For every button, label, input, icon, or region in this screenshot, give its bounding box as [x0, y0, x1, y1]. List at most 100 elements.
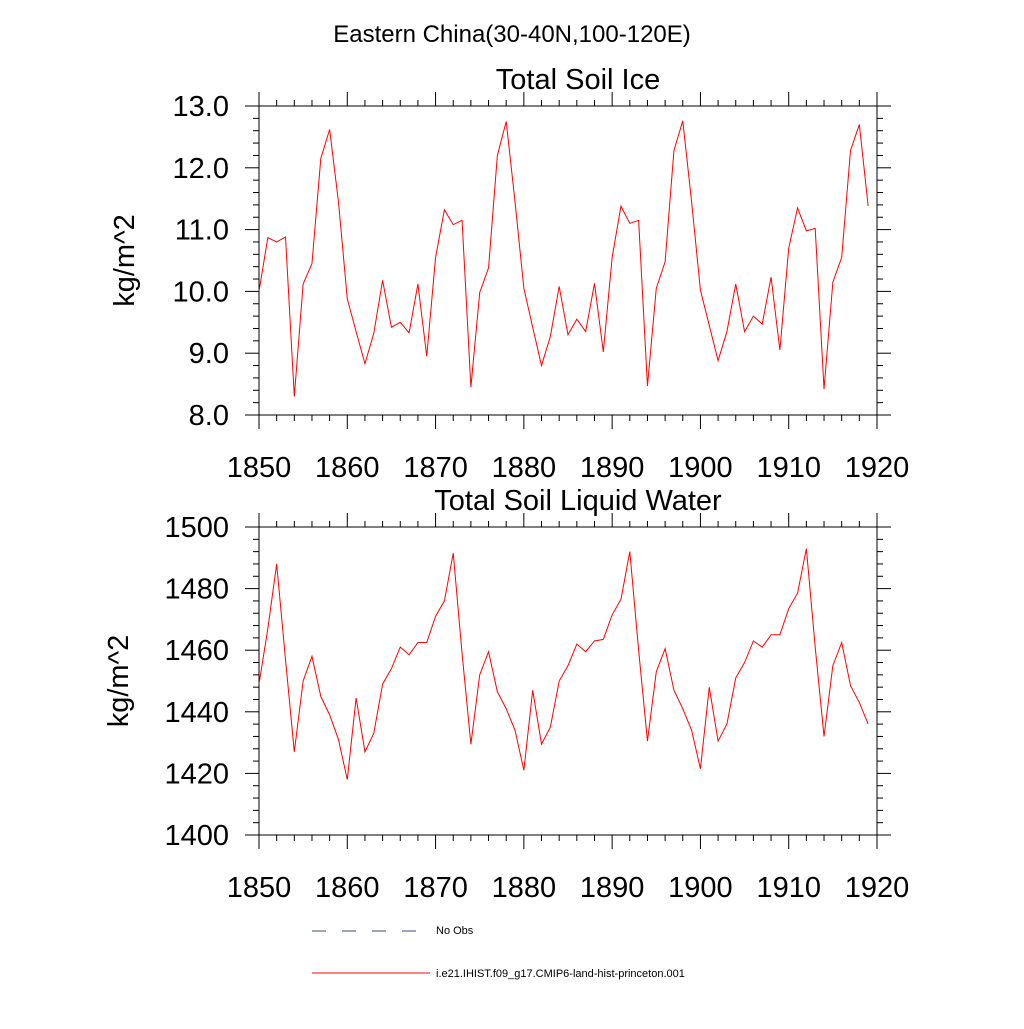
x-tick-label-ice: 1850 [227, 452, 292, 484]
data-point-liquid [576, 643, 577, 644]
x-tick-label-ice: 1880 [492, 452, 557, 484]
data-point-liquid [762, 647, 763, 648]
data-point-liquid [647, 740, 648, 741]
data-point-liquid [744, 662, 745, 663]
data-point-liquid [779, 634, 780, 635]
x-tick-label-ice: 1910 [756, 452, 821, 484]
y-tick-label-liquid: 1420 [164, 758, 229, 790]
y-tick-label-ice: 13.0 [173, 91, 229, 123]
data-point-ice [435, 257, 436, 258]
legend: No Obs i.e21.IHIST.f09_g17.CMIP6-land-hi… [312, 925, 685, 980]
legend-label-model: i.e21.IHIST.f09_g17.CMIP6-land-hist-prin… [436, 968, 685, 980]
data-point-ice [823, 388, 824, 389]
data-point-ice [585, 331, 586, 332]
data-point-ice [620, 206, 621, 207]
data-point-liquid [797, 593, 798, 594]
data-point-liquid [294, 751, 295, 752]
data-point-ice [364, 363, 365, 364]
data-point-liquid [303, 680, 304, 681]
data-point-liquid [682, 708, 683, 709]
x-tick-label-liquid: 1920 [845, 872, 910, 904]
data-point-liquid [841, 642, 842, 643]
data-point-ice [461, 220, 462, 221]
data-point-liquid [514, 730, 515, 731]
data-point-liquid [770, 634, 771, 635]
data-point-ice [497, 155, 498, 156]
data-point-liquid [311, 656, 312, 657]
y-tick-label-liquid: 1440 [164, 697, 229, 729]
data-point-ice [700, 290, 701, 291]
data-point-ice [753, 316, 754, 317]
data-point-ice [541, 365, 542, 366]
y-axis-title-ice: kg/m^2 [109, 214, 141, 307]
data-point-liquid [285, 659, 286, 660]
data-point-ice [735, 283, 736, 284]
data-point-liquid [788, 608, 789, 609]
data-point-ice [479, 292, 480, 293]
data-point-ice [629, 223, 630, 224]
data-point-ice [408, 332, 409, 333]
x-tick-label-liquid: 1890 [580, 872, 645, 904]
data-point-liquid [400, 647, 401, 648]
data-point-ice [400, 322, 401, 323]
data-point-liquid [426, 642, 427, 643]
data-point-ice [770, 277, 771, 278]
data-point-liquid [726, 724, 727, 725]
data-point-ice [320, 158, 321, 159]
data-point-ice [576, 319, 577, 320]
data-point-liquid [585, 651, 586, 652]
data-point-ice [868, 206, 869, 207]
data-point-ice [453, 224, 454, 225]
data-point-liquid [620, 599, 621, 600]
data-point-ice [832, 282, 833, 283]
x-tick-label-liquid: 1860 [315, 872, 380, 904]
y-tick-label-ice: 8.0 [189, 400, 229, 432]
data-point-liquid [320, 696, 321, 697]
data-point-liquid [329, 714, 330, 715]
data-point-liquid [373, 733, 374, 734]
data-point-liquid [532, 690, 533, 691]
series-line-liquid [258, 548, 869, 780]
data-point-liquid [656, 671, 657, 672]
x-tick-label-ice: 1900 [668, 452, 733, 484]
data-point-ice [717, 360, 718, 361]
data-point-liquid [541, 744, 542, 745]
data-point-ice [506, 121, 507, 122]
data-point-ice [470, 387, 471, 388]
data-point-ice [762, 324, 763, 325]
data-point-liquid [453, 553, 454, 554]
data-point-ice [744, 331, 745, 332]
data-point-liquid [567, 665, 568, 666]
data-point-ice [859, 124, 860, 125]
data-point-ice [523, 288, 524, 289]
data-point-liquid [276, 563, 277, 564]
data-point-ice [850, 150, 851, 151]
data-point-ice [294, 396, 295, 397]
panel-title-ice: Total Soil Ice [496, 64, 660, 96]
data-point-liquid [417, 642, 418, 643]
data-point-liquid [488, 651, 489, 652]
x-tick-label-ice: 1920 [845, 452, 910, 484]
y-tick-label-ice: 9.0 [189, 338, 229, 370]
data-point-ice [303, 283, 304, 284]
y-tick-label-ice: 10.0 [173, 276, 229, 308]
data-point-liquid [356, 697, 357, 698]
data-point-ice [806, 230, 807, 231]
data-point-ice [726, 331, 727, 332]
panel-total-soil-ice: Total Soil Ice 1850 1860 1870 1880 1890 1900 19… [109, 64, 909, 484]
y-tick-label-liquid: 1480 [164, 574, 229, 606]
data-point-ice [417, 283, 418, 284]
data-point-liquid [850, 685, 851, 686]
data-point-liquid [523, 770, 524, 771]
data-point-liquid [444, 600, 445, 601]
data-point-liquid [700, 768, 701, 769]
data-point-ice [267, 237, 268, 238]
data-point-ice [682, 120, 683, 121]
data-point-ice [797, 207, 798, 208]
data-point-ice [444, 209, 445, 210]
data-point-ice [532, 327, 533, 328]
data-point-ice [709, 325, 710, 326]
data-point-ice [594, 283, 595, 284]
data-point-ice [356, 331, 357, 332]
